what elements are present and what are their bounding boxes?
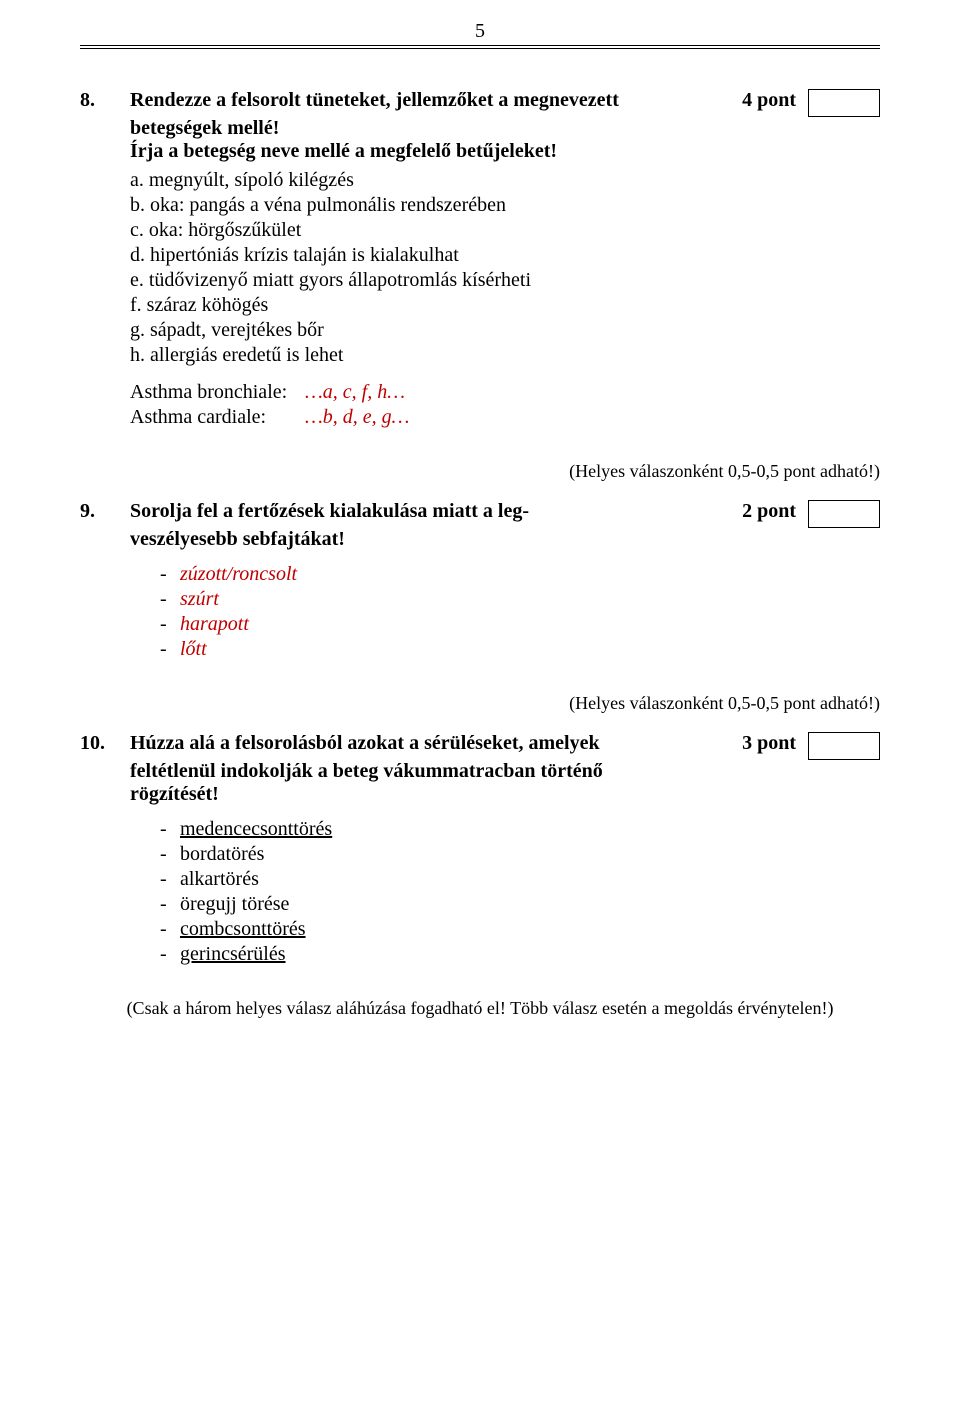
q9-item-b: szúrt [180, 588, 219, 610]
q10-item-f: gerincsérülés [180, 943, 286, 965]
q10-number: 10. [80, 732, 130, 755]
q8-options: a. megnyúlt, sípoló kilégzés b. oka: pan… [130, 169, 880, 367]
dash-icon: - [160, 918, 180, 941]
question-9: 9. Sorolja fel a fertőzések kialakulása … [80, 500, 880, 663]
q10-item-b: bordatörés [180, 843, 264, 865]
page: 5 8. Rendezze a felsorolt tüneteket, jel… [0, 0, 960, 1420]
q8-opt-h: h. allergiás eredetű is lehet [130, 344, 880, 367]
q10-item-e: combcsonttörés [180, 918, 306, 940]
q9-scoring-note: (Helyes válaszonként 0,5-0,5 pont adható… [80, 693, 880, 714]
q8-ans2-value: …b, d, e, g… [305, 406, 409, 428]
q9-item-c: harapott [180, 613, 249, 635]
q10-final-note: (Csak a három helyes válasz aláhúzása fo… [80, 998, 880, 1019]
q8-opt-d: d. hipertóniás krízis talaján is kialaku… [130, 244, 880, 267]
dash-icon: - [160, 588, 180, 611]
dash-icon: - [160, 843, 180, 866]
q8-opt-c: c. oka: hörgőszűkület [130, 219, 880, 242]
q8-number: 8. [80, 89, 130, 112]
q9-number: 9. [80, 500, 130, 523]
q8-ans2-label: Asthma cardiale: [130, 406, 300, 429]
q8-title-line3: Írja a betegség neve mellé a megfelelő b… [130, 140, 880, 163]
dash-icon: - [160, 638, 180, 661]
q9-points: 2 pont [742, 500, 796, 523]
q8-opt-a: a. megnyúlt, sípoló kilégzés [130, 169, 880, 192]
q8-title: Rendezze a felsorolt tüneteket, jellemző… [130, 89, 732, 112]
header-rule-2 [80, 48, 880, 49]
q8-points: 4 pont [742, 89, 796, 112]
question-10: 10. Húzza alá a felsorolásból azokat a s… [80, 732, 880, 968]
q10-item-d: öregujj törése [180, 893, 289, 915]
q8-opt-e: e. tüdővizenyő miatt gyors állapotromlás… [130, 269, 880, 292]
q9-title-line1: Sorolja fel a fertőzések kialakulása mia… [130, 500, 529, 522]
q9-item-a: zúzott/roncsolt [180, 563, 297, 585]
dash-icon: - [160, 893, 180, 916]
q8-title-line2: betegségek mellé! [130, 117, 880, 140]
q8-scoring-note: (Helyes válaszonként 0,5-0,5 pont adható… [80, 461, 880, 482]
q10-list: -medencecsonttörés -bordatörés -alkartör… [160, 818, 880, 966]
q8-title-line1: Rendezze a felsorolt tüneteket, jellemző… [130, 89, 619, 111]
q10-title: Húzza alá a felsorolásból azokat a sérül… [130, 732, 732, 755]
q9-title: Sorolja fel a fertőzések kialakulása mia… [130, 500, 732, 523]
q8-ans1-label: Asthma bronchiale: [130, 381, 300, 404]
question-8: 8. Rendezze a felsorolt tüneteket, jelle… [80, 89, 880, 431]
header-rule-1 [80, 45, 880, 46]
dash-icon: - [160, 818, 180, 841]
dash-icon: - [160, 563, 180, 586]
q10-item-a: medencecsonttörés [180, 818, 332, 840]
q9-list: -zúzott/roncsolt -szúrt -harapott -lőtt [160, 563, 880, 661]
page-number: 5 [80, 20, 880, 43]
q9-title-line2: veszélyesebb sebfajtákat! [130, 528, 880, 551]
q8-opt-b: b. oka: pangás a véna pulmonális rendsze… [130, 194, 880, 217]
q8-opt-f: f. száraz köhögés [130, 294, 880, 317]
dash-icon: - [160, 613, 180, 636]
q8-ans1-value: …a, c, f, h… [305, 381, 405, 403]
q8-score-box[interactable] [808, 89, 880, 117]
q8-answers: Asthma bronchiale: …a, c, f, h… Asthma c… [130, 381, 880, 429]
dash-icon: - [160, 868, 180, 891]
q10-points: 3 pont [742, 732, 796, 755]
q10-item-c: alkartörés [180, 868, 259, 890]
q10-title-line2: feltétlenül indokolják a beteg vákummatr… [130, 760, 880, 783]
q8-opt-g: g. sápadt, verejtékes bőr [130, 319, 880, 342]
dash-icon: - [160, 943, 180, 966]
q9-item-d: lőtt [180, 638, 207, 660]
q10-score-box[interactable] [808, 732, 880, 760]
q10-title-line3: rögzítését! [130, 783, 880, 806]
q10-title-line1: Húzza alá a felsorolásból azokat a sérül… [130, 732, 600, 754]
q9-score-box[interactable] [808, 500, 880, 528]
